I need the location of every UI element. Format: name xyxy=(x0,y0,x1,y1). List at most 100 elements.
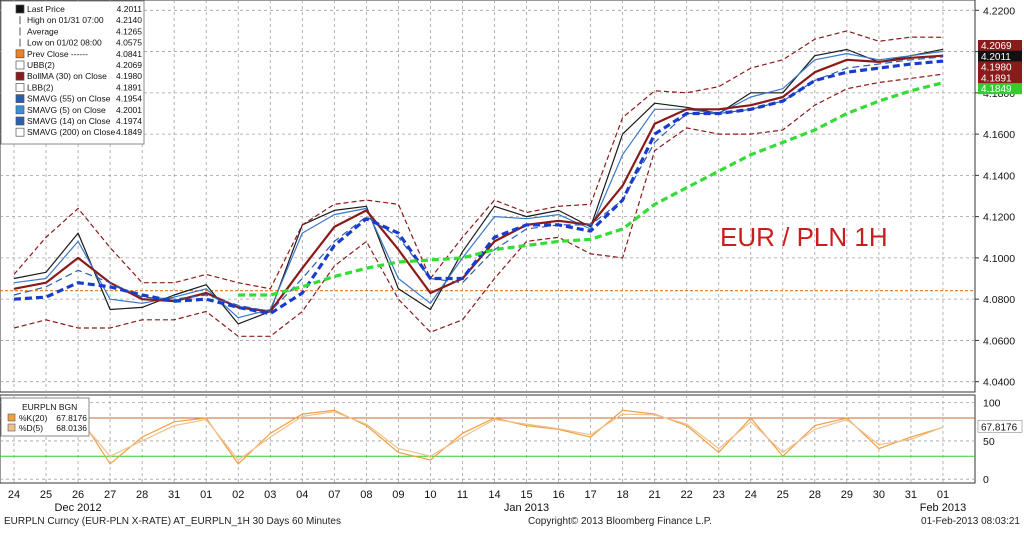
x-tick-label: 21 xyxy=(649,489,661,501)
legend-value: 4.2069 xyxy=(116,60,142,70)
x-tick-label: 09 xyxy=(392,489,404,501)
x-tick-label: 16 xyxy=(552,489,564,501)
y-tick-label: 4.0600 xyxy=(983,335,1015,347)
x-tick-label: 11 xyxy=(457,489,468,501)
stochastic-line--d-5- xyxy=(13,411,944,461)
legend-label: Low on 01/02 08:00 xyxy=(27,38,102,48)
y-tick-label: 4.1000 xyxy=(983,253,1015,265)
y-tick-label: 4.0400 xyxy=(983,377,1015,389)
x-month-label: Feb 2013 xyxy=(920,502,966,514)
legend-label: UBB(2) xyxy=(27,60,55,70)
chart-annotation: EUR / PLN 1H xyxy=(720,222,888,252)
x-tick-label: 25 xyxy=(40,489,52,501)
blue-square-icon xyxy=(15,116,25,126)
footer-right-text: 01-Feb-2013 08:03:21 xyxy=(921,516,1020,527)
legend-label: SMAVG (55) on Close xyxy=(27,94,111,104)
x-tick-label: 14 xyxy=(488,489,500,501)
series-line-last-price xyxy=(13,48,944,325)
series-line-smavg-5-on-close xyxy=(13,50,944,319)
y-tick-label: 4.1200 xyxy=(983,212,1015,224)
sub-panel-frame xyxy=(0,394,976,484)
x-tick-label: 27 xyxy=(104,489,116,501)
x-tick-label: 22 xyxy=(681,489,693,501)
sub-right-tag xyxy=(977,419,1023,433)
legend-value: 4.0575 xyxy=(116,38,142,48)
x-tick-label: 15 xyxy=(520,489,532,501)
legend-value: 4.1954 xyxy=(116,94,142,104)
y-tick-label: 4.1400 xyxy=(983,170,1015,182)
legend-label: Last Price xyxy=(27,4,65,14)
x-tick-label: 10 xyxy=(424,489,436,501)
x-tick-label: 03 xyxy=(264,489,276,501)
main-series-layer xyxy=(13,30,944,337)
outline-square-icon xyxy=(15,60,25,70)
sub-legend-title: EURPLN BGN xyxy=(22,402,77,412)
right-price-label: 4.2069 xyxy=(981,41,1012,52)
green-dashed-square-icon xyxy=(15,127,25,137)
right-price-tag xyxy=(978,72,1022,84)
legend-value: 4.2011 xyxy=(117,4,143,14)
footer-center-text: Copyright© 2013 Bloomberg Finance L.P. xyxy=(528,516,712,527)
right-price-tag xyxy=(978,83,1022,95)
legend-value: 4.1891 xyxy=(116,82,142,92)
right-price-label: 4.1980 xyxy=(981,63,1012,74)
sub-y-tick-label: 50 xyxy=(983,436,995,448)
right-price-label: 4.1891 xyxy=(981,73,1012,84)
main-legend[interactable]: Last Price 4.2011 High on 01/31 07:00 4.214… xyxy=(0,0,145,145)
x-tick-label: 31 xyxy=(905,489,917,501)
legend-value: 4.1265 xyxy=(116,26,142,36)
x-tick-label: 01 xyxy=(200,489,212,501)
main-grid xyxy=(0,0,976,393)
y-tick-label: 4.0800 xyxy=(983,294,1015,306)
footer-left-text: EURPLN Curncy (EUR-PLN X-RATE) AT_EURPLN… xyxy=(4,516,341,527)
sub-y-tick-label: 0 xyxy=(983,474,989,486)
x-tick-label: 01 xyxy=(937,489,949,501)
legend-value: 4.2140 xyxy=(116,15,142,25)
sub-legend-value: 67.8176 xyxy=(56,413,87,423)
y-tick-label: 4.1600 xyxy=(983,129,1015,141)
stochastic-series-icon xyxy=(7,423,16,432)
x-month-label: Jan 2013 xyxy=(504,502,549,514)
right-price-tag xyxy=(978,50,1022,62)
x-tick-label: 30 xyxy=(873,489,885,501)
x-tick-label: 08 xyxy=(360,489,372,501)
legend-label: High on 01/31 07:00 xyxy=(27,15,104,25)
x-tick-label: 24 xyxy=(745,489,757,501)
orange-square-icon xyxy=(15,49,25,59)
series-line-lbb-2- xyxy=(13,73,944,337)
legend-label: SMAVG (200) on Close xyxy=(27,127,115,137)
legend-label: Average xyxy=(27,26,59,36)
sub-y-tick-label: 100 xyxy=(983,398,1001,410)
series-line-smavg-55-on-close xyxy=(13,59,944,316)
x-tick-label: 28 xyxy=(136,489,148,501)
x-tick-label: 18 xyxy=(617,489,629,501)
sub-series-layer xyxy=(13,409,944,465)
sub-right-label: 67.8176 xyxy=(981,422,1018,433)
sub-legend-box xyxy=(0,397,90,437)
legend-value: 4.1974 xyxy=(116,116,142,126)
x-tick-label: 25 xyxy=(777,489,789,501)
x-tick-label: 04 xyxy=(296,489,308,501)
right-price-tag xyxy=(978,61,1022,73)
filled-square-icon xyxy=(15,4,25,14)
legend-value: 4.1980 xyxy=(116,71,142,81)
x-tick-label: 23 xyxy=(713,489,725,501)
y-tick-label: 4.2200 xyxy=(983,5,1015,17)
sub-legend-label: %K(20) xyxy=(19,413,48,423)
legend-label: SMAVG (14) on Close xyxy=(27,116,111,126)
right-price-label: 4.1849 xyxy=(981,84,1012,95)
legend-value: 4.2001 xyxy=(116,105,142,115)
legend-label: LBB(2) xyxy=(27,82,54,92)
x-tick-label: 28 xyxy=(809,489,821,501)
sub-legend[interactable]: EURPLN BGN%K(20) 67.8176 %D(5) 68.0136 xyxy=(0,397,90,437)
x-tick-label: 31 xyxy=(168,489,180,501)
outline-square-icon xyxy=(15,83,25,92)
legend-value: 4.1849 xyxy=(116,127,142,137)
x-tick-label: 26 xyxy=(72,489,84,501)
legend-label: BollMA (30) on Close xyxy=(27,71,107,81)
legend-box xyxy=(0,0,145,145)
light-blue-square-icon xyxy=(15,105,25,115)
